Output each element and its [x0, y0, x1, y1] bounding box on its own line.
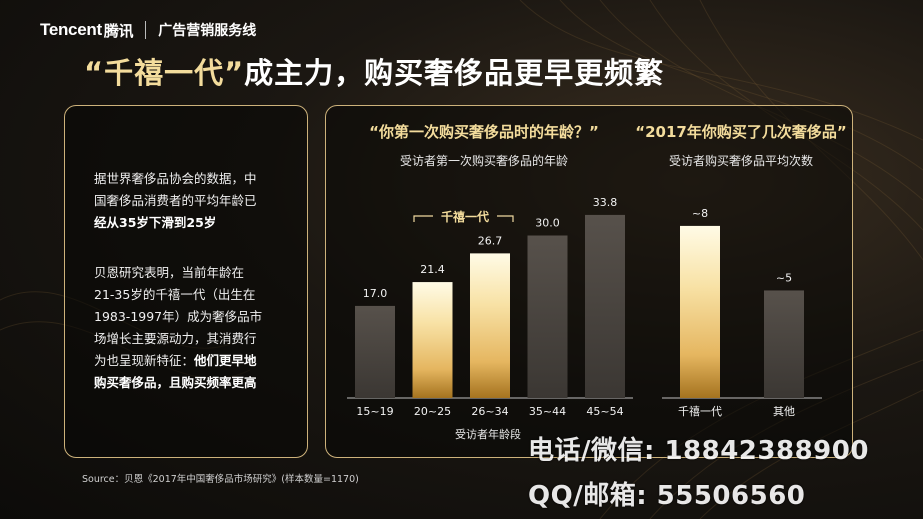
chart-1-category-label-2: 26~34 [471, 405, 508, 418]
bracket-label: 千禧一代 [441, 209, 489, 224]
chart-1-category-label-0: 15~19 [356, 405, 393, 418]
paragraph-2: 贝恩研究表明，当前年龄在 21-35岁的千禧一代（出生在 1983-1997年）… [94, 262, 294, 394]
chart-2-subtitle: 受访者购买奢侈品平均次数 [669, 153, 813, 168]
paragraph-2-line: 贝恩研究表明，当前年龄在 [94, 265, 245, 280]
chart-1-value-label-2: 26.7 [478, 234, 503, 247]
title-close-quote: ” [224, 56, 245, 90]
chart-1-category-label-4: 45~54 [586, 405, 623, 418]
chart-2-category-label-0: 千禧一代 [678, 405, 722, 418]
tencent-logo-cn: 腾讯 [103, 22, 134, 40]
tencent-logo: Tencent [40, 20, 102, 39]
chart-1-category-label-1: 20~25 [414, 405, 451, 418]
chart-2-bar-0 [680, 225, 720, 398]
millennial-bracket [413, 215, 514, 222]
paragraph-1-line: 据世界奢侈品协会的数据，中 [94, 171, 257, 186]
title-rest: 成主力，购买奢侈品更早更频繁 [244, 56, 665, 90]
chart-1-value-label-4: 33.8 [593, 196, 618, 209]
watermark-phone: 电话/微信: 18842388900 [528, 436, 869, 466]
source-note: Source：贝恩《2017年中国奢侈品市场研究》(样本数量=1170) [82, 474, 359, 485]
business-line-name: 广告营销服务线 [158, 23, 257, 39]
chart-1-bar-3 [527, 235, 568, 398]
chart-1-value-label-0: 17.0 [363, 287, 388, 300]
chart-2-category-label-1: 其他 [773, 405, 795, 418]
paragraph-2-line: 21-35岁的千禧一代（出生在 [94, 287, 256, 302]
chart-2-value-label-1: ~5 [776, 271, 792, 284]
paragraph-1-line-bold: 经从35岁下滑到25岁 [94, 215, 217, 230]
chart-1-title: “你第一次购买奢侈品时的年龄？” [369, 123, 599, 141]
chart-1-bar-4 [585, 214, 625, 398]
page-title: “千禧一代”成主力，购买奢侈品更早更频繁 [84, 50, 664, 92]
paragraph-2-line-bold: 购买奢侈品，且购买频率更高 [94, 375, 257, 390]
title-term: 千禧一代 [104, 56, 225, 90]
paragraph-2-line: 为也呈现新特征：他们更早地 [94, 353, 257, 368]
chart-1-bar-0 [355, 305, 395, 398]
chart-1-value-label-1: 21.4 [420, 263, 445, 276]
chart-1-bar-2 [470, 253, 510, 398]
watermark-qq: QQ/邮箱: 55506560 [528, 481, 806, 511]
paragraph-2-line: 场增长主要源动力，其消费行 [94, 331, 257, 346]
paragraph-2-line: 1983-1997年）成为奢侈品市 [94, 309, 263, 324]
header: Tencent 腾讯 广告营销服务线 [40, 18, 256, 42]
chart-1-category-label-3: 35~44 [529, 405, 566, 418]
chart-1-value-label-3: 30.0 [535, 217, 560, 230]
chart-2-title: “2017年你购买了几次奢侈品” [635, 123, 846, 141]
paragraph-1-line: 国奢侈品消费者的平均年龄已 [94, 193, 257, 208]
left-text-panel [64, 105, 308, 458]
chart-2-value-label-0: ~8 [692, 207, 708, 220]
header-divider [145, 21, 147, 39]
paragraph-1: 据世界奢侈品协会的数据，中 国奢侈品消费者的平均年龄已 经从35岁下滑到25岁 [94, 168, 294, 234]
chart-1-subtitle: 受访者第一次购买奢侈品的年龄 [400, 153, 568, 168]
chart-1-bar-1 [412, 282, 453, 398]
chart-2-bar-1 [764, 290, 804, 398]
title-open-quote: “ [84, 56, 105, 90]
chart-1-xlabel: 受访者年龄段 [455, 427, 521, 441]
